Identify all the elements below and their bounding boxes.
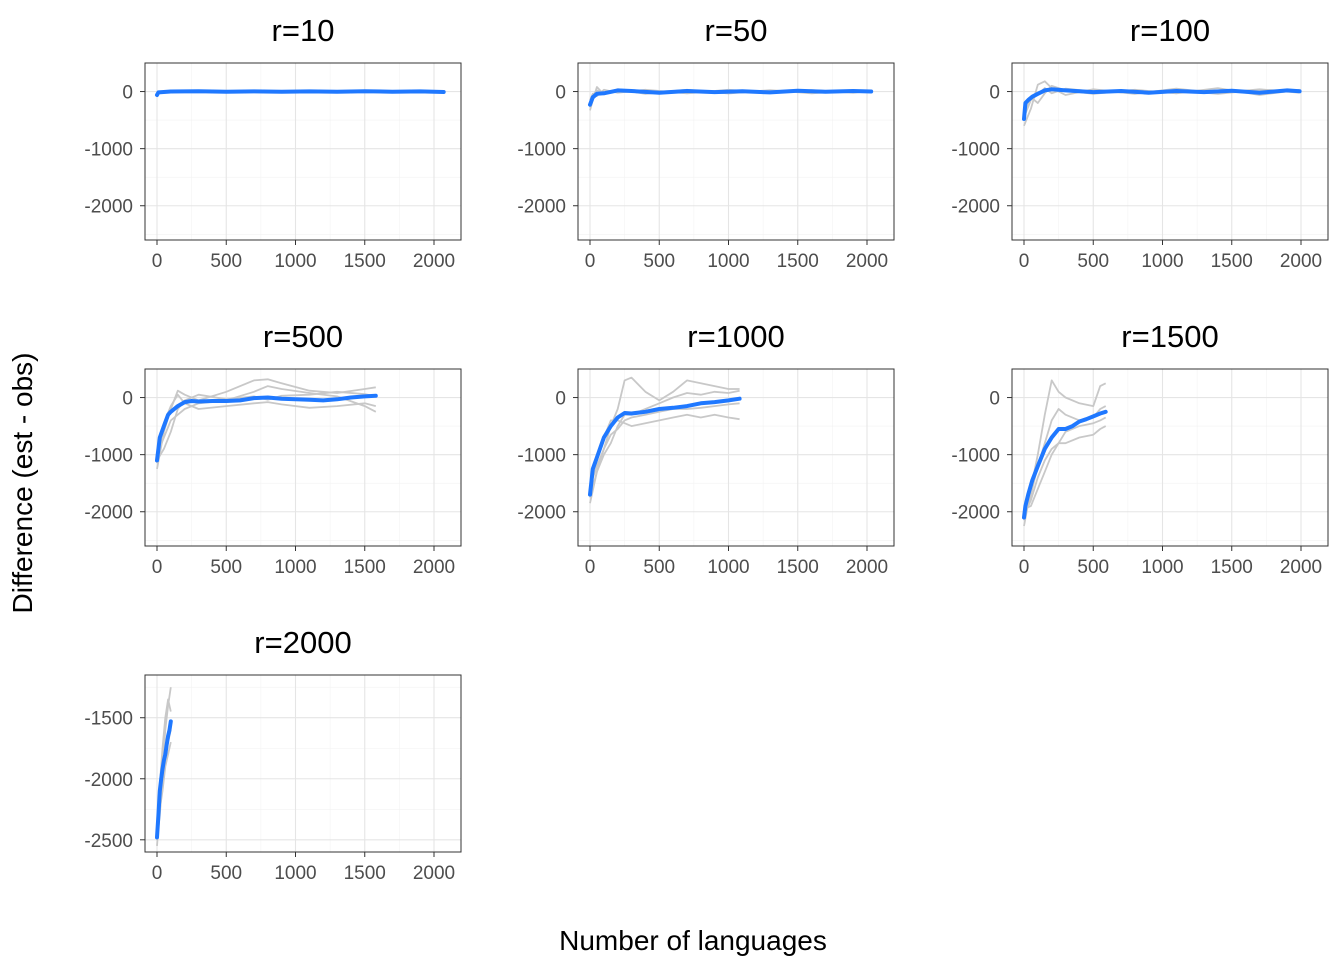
mean-line (155, 393, 378, 463)
facet-title: r=50 (705, 13, 768, 48)
y-tick-label: 0 (122, 389, 133, 410)
y-tick-label: -1000 (84, 140, 133, 161)
y-tick-label: -1000 (517, 446, 566, 467)
facet-panel: 0 500 1000 1500 2000 0 -1000 -2000 r=10 (84, 13, 462, 272)
y-tick-label: -1000 (951, 446, 1000, 467)
mean-line (588, 396, 742, 497)
x-tick-label: 0 (585, 251, 596, 272)
y-tick-label: -2000 (951, 503, 1000, 524)
y-tick-label: -2000 (951, 197, 1000, 218)
y-tick-label: -1000 (517, 140, 566, 161)
x-tick-label: 0 (1019, 557, 1030, 578)
panel-background (577, 368, 895, 547)
x-tick-label: 1000 (274, 251, 316, 272)
x-tick-label: 1500 (777, 557, 819, 578)
facet-panel: 0 500 1000 1500 2000 0 -1000 -2000 r=1000 (517, 319, 895, 578)
y-tick-label: -1000 (84, 446, 133, 467)
y-tick-label: -2000 (84, 770, 133, 791)
x-tick-label: 500 (643, 557, 675, 578)
facet-panel: 0 500 1000 1500 2000 0 -1000 -2000 r=50 (517, 13, 895, 272)
x-tick-label: 2000 (413, 251, 455, 272)
facet-title: r=10 (272, 13, 335, 48)
panel-border (144, 368, 462, 547)
x-tick-label: 0 (1019, 251, 1030, 272)
x-tick-label: 1000 (1141, 557, 1183, 578)
x-tick-label: 2000 (1280, 251, 1322, 272)
x-tick-label: 500 (1077, 557, 1109, 578)
y-tick-label: 0 (989, 389, 1000, 410)
x-tick-label: 500 (210, 557, 242, 578)
x-tick-label: 1500 (1211, 557, 1253, 578)
simulation-line (589, 376, 740, 504)
y-tick-label: -2000 (517, 197, 566, 218)
x-tick-label: 2000 (413, 557, 455, 578)
y-tick-label: -2000 (84, 503, 133, 524)
panel-border (1011, 368, 1329, 547)
y-tick-label: -2000 (84, 197, 133, 218)
x-axis-title: Number of languages (559, 925, 827, 956)
y-axis-title: Difference (est - obs) (7, 353, 38, 614)
facet-title: r=1500 (1121, 319, 1218, 354)
panel-background (144, 674, 462, 853)
facet-title: r=2000 (254, 625, 351, 660)
y-tick-label: -1000 (951, 140, 1000, 161)
facet-panel: 0 500 1000 1500 2000 0 -1000 -2000 r=100 (951, 13, 1329, 272)
facet-panel: 0 500 1000 1500 2000 0 -1000 -2000 r=500 (84, 319, 462, 578)
x-tick-label: 1000 (707, 251, 749, 272)
x-tick-label: 1500 (344, 251, 386, 272)
x-tick-label: 1500 (344, 557, 386, 578)
simulation-line (156, 393, 377, 464)
simulation-line (156, 385, 377, 455)
facet-title: r=100 (1130, 13, 1210, 48)
facet-panel: 0 500 1000 1500 2000 0 -1000 -2000 r=1500 (951, 319, 1329, 578)
x-tick-label: 1000 (274, 863, 316, 884)
x-tick-label: 1000 (274, 557, 316, 578)
y-tick-label: 0 (989, 83, 1000, 104)
y-tick-label: 0 (122, 83, 133, 104)
panel-border (144, 62, 462, 241)
panel-border (577, 368, 895, 547)
x-tick-label: 2000 (846, 557, 888, 578)
mean-line (1022, 409, 1108, 520)
x-tick-label: 1500 (777, 251, 819, 272)
simulation-line (589, 389, 740, 498)
x-tick-label: 0 (152, 251, 163, 272)
facet-panel: 0 500 1000 1500 2000 -1500 -2000 -2500 r=2000 (84, 625, 462, 884)
x-tick-label: 1500 (344, 863, 386, 884)
x-tick-label: 500 (1077, 251, 1109, 272)
y-tick-label: -1500 (84, 709, 133, 730)
simulation-line (1023, 379, 1107, 527)
x-tick-label: 1500 (1211, 251, 1253, 272)
x-tick-label: 0 (152, 557, 163, 578)
x-tick-label: 2000 (413, 863, 455, 884)
y-tick-label: 0 (555, 83, 566, 104)
facet-title: r=500 (263, 319, 343, 354)
x-tick-label: 2000 (1280, 557, 1322, 578)
x-tick-label: 0 (585, 557, 596, 578)
x-tick-label: 1000 (707, 557, 749, 578)
mean-line (1022, 87, 1302, 121)
panel-border (1011, 62, 1329, 241)
facet-title: r=1000 (687, 319, 784, 354)
x-tick-label: 500 (210, 251, 242, 272)
panel-border (144, 674, 462, 853)
simulation-line (156, 390, 376, 461)
x-tick-label: 1000 (1141, 251, 1183, 272)
simulation-line (589, 402, 740, 487)
y-tick-label: 0 (555, 389, 566, 410)
y-tick-label: -2500 (84, 831, 133, 852)
y-tick-label: -2000 (517, 503, 566, 524)
mean-line (155, 719, 173, 840)
mean-line (588, 88, 874, 107)
panel-background (1011, 368, 1329, 547)
x-tick-label: 2000 (846, 251, 888, 272)
mean-line (155, 89, 446, 97)
x-tick-label: 500 (210, 863, 242, 884)
panel-border (577, 62, 895, 241)
x-tick-label: 500 (643, 251, 675, 272)
x-tick-label: 0 (152, 863, 163, 884)
simulation-line (1023, 416, 1107, 510)
